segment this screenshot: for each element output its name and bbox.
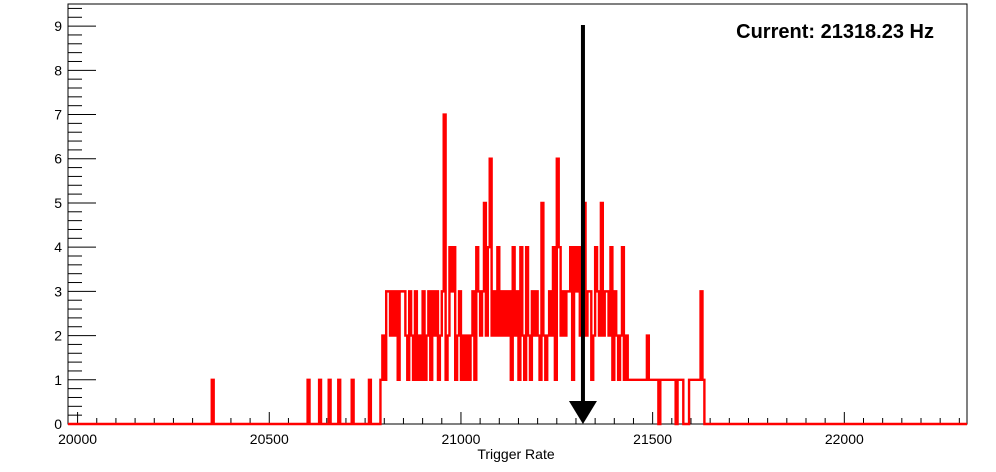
x-tick-label: 21000 [441,431,480,447]
y-tick-label: 1 [54,372,62,388]
y-tick-label: 9 [54,18,62,34]
x-axis-title: Trigger Rate [477,446,555,462]
x-tick-label: 22000 [825,431,864,447]
y-tick-label: 4 [54,239,62,255]
y-tick-label: 2 [54,328,62,344]
current-rate-marker-arrowhead [568,401,597,424]
histogram-series-line [68,113,967,426]
y-tick-label: 3 [54,283,62,299]
y-tick-label: 8 [54,62,62,78]
x-tick-label: 21500 [633,431,672,447]
y-tick-label: 7 [54,107,62,123]
y-tick-label: 0 [54,416,62,432]
x-tick-label: 20000 [58,431,97,447]
y-tick-label: 5 [54,195,62,211]
current-rate-annotation: Current: 21318.23 Hz [736,21,934,43]
y-tick-label: 6 [54,151,62,167]
x-tick-label: 20500 [250,431,289,447]
